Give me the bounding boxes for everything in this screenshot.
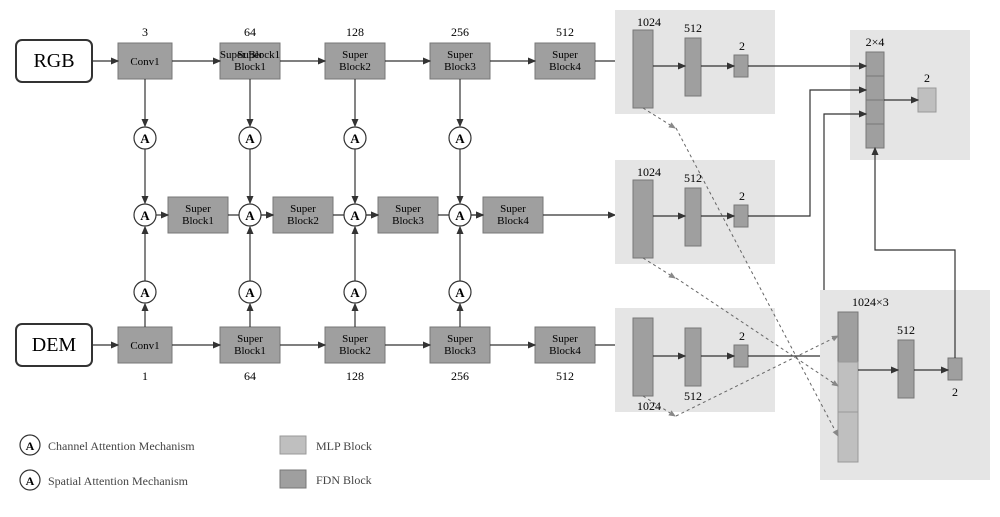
rgb-sb3: SuperBlock3 — [444, 49, 476, 73]
dem-sb3-ch: 256 — [451, 369, 469, 383]
svg-text:512: 512 — [897, 323, 915, 337]
legend-spatial: Spatial Attention Mechanism — [48, 474, 189, 488]
rgb-sb4: SuperBlock4 — [549, 49, 581, 73]
fdn-top-label: 2×4 — [866, 35, 885, 49]
svg-text:A: A — [350, 208, 360, 223]
dem-sb2: SuperBlock2 — [339, 333, 371, 357]
dem-conv1-ch: 1 — [142, 369, 148, 383]
rgb-conv1: Conv1 — [130, 56, 159, 68]
rgb-mlp-2: 2 — [739, 39, 745, 53]
svg-text:A: A — [350, 285, 360, 300]
svg-text:2: 2 — [952, 385, 958, 399]
dem-label: DEM — [32, 334, 77, 356]
dem-row: Conv1 1 SuperBlock1 64 SuperBlock2 128 S… — [118, 327, 595, 383]
rgb-row: Conv1 3 Super Block1 SuperBlock1 64 Supe… — [118, 25, 595, 79]
mid-sb1: SuperBlock1 — [182, 203, 214, 227]
rgb-sb2-ch: 128 — [346, 25, 364, 39]
rgb-mlp-1024: 1024 — [637, 15, 661, 29]
svg-text:2: 2 — [739, 329, 745, 343]
rgb-sb2: SuperBlock2 — [339, 49, 371, 73]
rgb-sb4-ch: 512 — [556, 25, 574, 39]
svg-text:A: A — [245, 208, 255, 223]
svg-text:A: A — [140, 285, 150, 300]
svg-text:1024: 1024 — [637, 399, 661, 413]
svg-text:2: 2 — [739, 189, 745, 203]
svg-text:A: A — [140, 131, 150, 146]
mid-sb4: SuperBlock4 — [497, 203, 529, 227]
legend-channel: Channel Attention Mechanism — [48, 439, 195, 453]
svg-text:A: A — [26, 474, 35, 488]
svg-text:A: A — [455, 285, 465, 300]
legend: A Channel Attention Mechanism A Spatial … — [20, 435, 372, 490]
dem-sb4: SuperBlock4 — [549, 333, 581, 357]
rgb-sb3-ch: 256 — [451, 25, 469, 39]
dem-conv1: Conv1 — [130, 340, 159, 352]
svg-text:A: A — [245, 131, 255, 146]
svg-text:2: 2 — [924, 71, 930, 85]
mid-sb3: SuperBlock3 — [392, 203, 424, 227]
svg-text:A: A — [455, 208, 465, 223]
legend-fdn: FDN Block — [316, 473, 372, 487]
dem-sb2-ch: 128 — [346, 369, 364, 383]
svg-text:A: A — [455, 131, 465, 146]
svg-text:A: A — [26, 439, 35, 453]
svg-text:A: A — [140, 208, 150, 223]
dem-sb1: SuperBlock1 — [234, 333, 266, 357]
mid-sb2: SuperBlock2 — [287, 203, 319, 227]
dem-sb1-ch: 64 — [244, 369, 256, 383]
svg-text:1024: 1024 — [637, 165, 661, 179]
legend-mlp: MLP Block — [316, 439, 372, 453]
dem-sb3: SuperBlock3 — [444, 333, 476, 357]
rgb-conv1-channels: 3 — [142, 25, 148, 39]
architecture-diagram: RGB DEM Conv1 3 Super Block1 SuperBlock1… — [0, 0, 1000, 517]
svg-text:512: 512 — [684, 389, 702, 403]
dem-sb4-ch: 512 — [556, 369, 574, 383]
rgb-mlp-512: 512 — [684, 21, 702, 35]
rgb-sb1: SuperBlock1 — [234, 49, 266, 73]
rgb-sb1-ch: 64 — [244, 25, 256, 39]
fdn-bottom-label: 1024×3 — [852, 295, 889, 309]
svg-text:A: A — [245, 285, 255, 300]
rgb-label: RGB — [33, 50, 74, 72]
svg-text:A: A — [350, 131, 360, 146]
